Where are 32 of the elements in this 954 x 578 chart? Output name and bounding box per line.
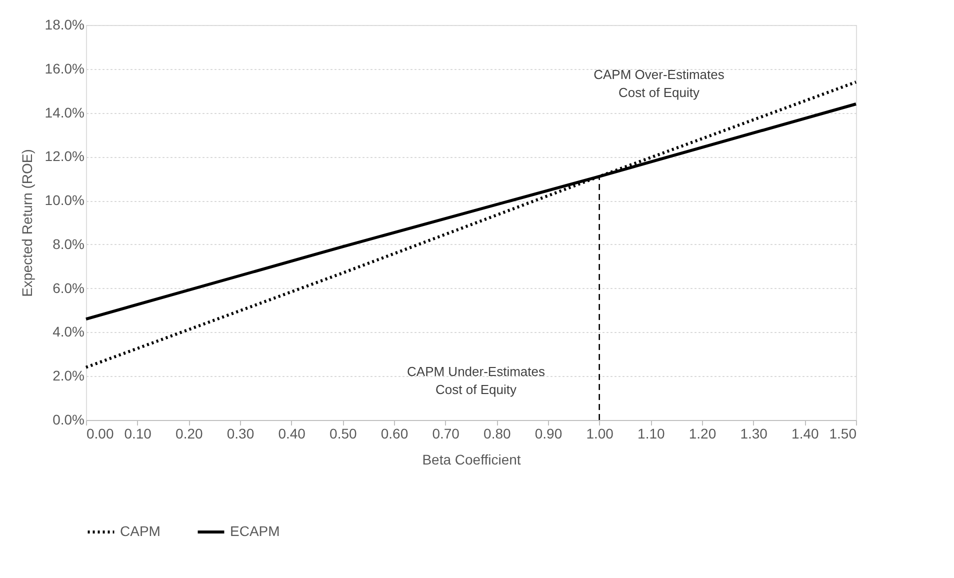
x-tick-label: 0.80	[484, 426, 512, 442]
x-tick-label: 0.70	[432, 426, 460, 442]
y-tick-label: 2.0%	[52, 368, 84, 384]
y-tick-label: 0.0%	[52, 412, 84, 428]
annotation: CAPM Under-Estimates Cost of Equity	[407, 364, 546, 397]
y-tick-label: 14.0%	[44, 104, 84, 120]
x-tick-label: 1.50	[829, 426, 857, 442]
x-tick-label: 0.40	[278, 426, 306, 442]
x-tick-label: 1.10	[638, 426, 666, 442]
y-tick-label: 8.0%	[52, 236, 84, 252]
y-tick-label: 18.0%	[44, 16, 84, 32]
legend-label: CAPM	[120, 523, 160, 539]
x-tick-label: 0.20	[176, 426, 204, 442]
x-axis-title: Beta Coefficient	[422, 452, 521, 468]
y-tick-label: 4.0%	[52, 324, 84, 340]
x-tick-label: 1.30	[740, 426, 768, 442]
y-tick-label: 12.0%	[44, 148, 84, 164]
y-axis-title: Expected Return (ROE)	[18, 149, 35, 297]
x-tick-label: 0.50	[330, 426, 358, 442]
x-tick-label: 1.20	[688, 426, 716, 442]
legend-label: ECAPM	[230, 523, 280, 539]
x-tick-label: 0.10	[124, 426, 152, 442]
x-tick-label: 0.60	[380, 426, 408, 442]
x-tick-label: 1.40	[792, 426, 820, 442]
y-tick-label: 6.0%	[52, 280, 84, 296]
x-tick-label: 0.90	[534, 426, 562, 442]
x-tick-label: 1.00	[586, 426, 614, 442]
x-tick-label: 0.00	[86, 426, 114, 442]
y-tick-label: 16.0%	[44, 60, 84, 76]
y-tick-label: 10.0%	[44, 192, 84, 208]
x-tick-label: 0.30	[226, 426, 254, 442]
annotation: CAPM Over-Estimates Cost of Equity	[594, 67, 725, 100]
